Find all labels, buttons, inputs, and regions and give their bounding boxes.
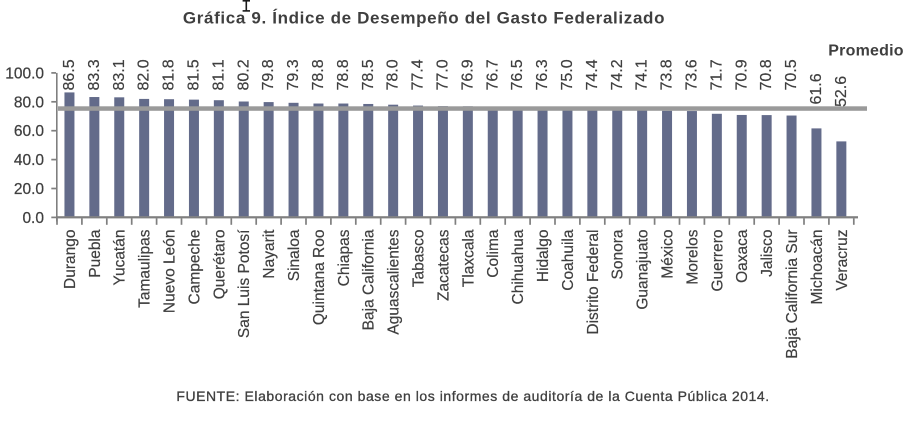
svg-text:76.5: 76.5 — [509, 59, 526, 90]
svg-text:Durango: Durango — [62, 230, 79, 289]
svg-text:79.3: 79.3 — [285, 59, 302, 90]
svg-text:76.3: 76.3 — [534, 59, 551, 90]
svg-text:78.5: 78.5 — [360, 59, 377, 90]
svg-text:76.7: 76.7 — [484, 59, 501, 90]
svg-text:Oaxaca: Oaxaca — [734, 229, 751, 283]
svg-text:77.4: 77.4 — [410, 59, 427, 90]
svg-text:100.0: 100.0 — [5, 65, 44, 82]
svg-text:Chihuahua: Chihuahua — [510, 229, 527, 304]
svg-text:Tamaulipas: Tamaulipas — [137, 229, 154, 308]
svg-text:80.0: 80.0 — [14, 94, 45, 111]
svg-text:Colima: Colima — [485, 229, 502, 278]
svg-text:78.8: 78.8 — [335, 59, 352, 90]
svg-text:86.5: 86.5 — [61, 59, 78, 90]
svg-text:Promedio: Promedio — [828, 43, 903, 60]
svg-text:Hidalgo: Hidalgo — [535, 230, 552, 283]
svg-text:Campeche: Campeche — [186, 230, 203, 305]
svg-text:80.2: 80.2 — [235, 59, 252, 90]
svg-text:83.1: 83.1 — [111, 59, 128, 90]
svg-text:20.0: 20.0 — [14, 181, 45, 198]
svg-text:81.8: 81.8 — [161, 59, 178, 90]
svg-text:71.7: 71.7 — [708, 59, 725, 90]
svg-text:81.1: 81.1 — [210, 59, 227, 90]
svg-text:77.0: 77.0 — [434, 59, 451, 90]
svg-text:FUENTE: Elaboración con base e: FUENTE: Elaboración con base en los info… — [176, 388, 769, 404]
svg-text:San Luis Potosí: San Luis Potosí — [236, 229, 253, 338]
svg-text:81.5: 81.5 — [185, 59, 202, 90]
svg-text:79.8: 79.8 — [260, 59, 277, 90]
svg-text:Quintana Roo: Quintana Roo — [311, 230, 328, 326]
svg-text:76.9: 76.9 — [459, 59, 476, 90]
svg-text:Tabasco: Tabasco — [410, 230, 427, 288]
svg-text:Gráfica 9. Índice de Desempeño: Gráfica 9. Índice de Desempeño del Gasto… — [183, 9, 665, 28]
svg-text:Guerrero: Guerrero — [709, 230, 726, 292]
svg-text:70.8: 70.8 — [758, 59, 775, 90]
svg-text:Aguascalientes: Aguascalientes — [386, 229, 403, 334]
svg-text:0.0: 0.0 — [22, 210, 44, 227]
svg-text:México: México — [659, 230, 676, 279]
svg-text:Baja California Sur: Baja California Sur — [784, 230, 801, 359]
svg-text:78.0: 78.0 — [385, 59, 402, 90]
svg-text:83.3: 83.3 — [86, 59, 103, 90]
svg-text:70.9: 70.9 — [733, 59, 750, 90]
svg-text:52.6: 52.6 — [833, 76, 850, 107]
svg-text:Coahuila: Coahuila — [560, 229, 577, 291]
svg-text:Sinaloa: Sinaloa — [286, 229, 303, 281]
svg-text:Distrito Federal: Distrito Federal — [585, 230, 602, 335]
svg-text:60.0: 60.0 — [14, 123, 45, 140]
svg-text:74.1: 74.1 — [634, 59, 651, 90]
svg-text:61.6: 61.6 — [808, 73, 825, 104]
svg-text:Jalisco: Jalisco — [759, 230, 776, 277]
svg-text:Zacatecas: Zacatecas — [435, 229, 452, 301]
svg-text:Michoacán: Michoacán — [809, 230, 826, 305]
svg-text:Puebla: Puebla — [87, 229, 104, 278]
svg-text:Yucatán: Yucatán — [112, 230, 129, 286]
svg-text:Sonora: Sonora — [610, 229, 627, 279]
svg-text:78.8: 78.8 — [310, 59, 327, 90]
svg-text:75.0: 75.0 — [559, 59, 576, 90]
svg-text:40.0: 40.0 — [14, 152, 45, 169]
svg-text:70.5: 70.5 — [783, 59, 800, 90]
svg-text:74.4: 74.4 — [584, 59, 601, 90]
svg-text:82.0: 82.0 — [136, 59, 153, 90]
svg-text:73.6: 73.6 — [683, 59, 700, 90]
svg-text:Querétaro: Querétaro — [211, 230, 228, 300]
svg-text:74.2: 74.2 — [609, 59, 626, 90]
svg-text:Tlaxcala: Tlaxcala — [460, 229, 477, 287]
svg-text:Chiapas: Chiapas — [336, 229, 353, 286]
svg-text:Nuevo León: Nuevo León — [161, 230, 178, 314]
svg-text:Guanajuato: Guanajuato — [635, 230, 652, 310]
svg-text:Morelos: Morelos — [684, 229, 701, 284]
svg-text:Veracruz: Veracruz — [834, 230, 851, 291]
svg-text:Baja California: Baja California — [361, 229, 378, 330]
svg-text:73.8: 73.8 — [659, 59, 676, 90]
svg-text:Nayarit: Nayarit — [261, 229, 278, 279]
